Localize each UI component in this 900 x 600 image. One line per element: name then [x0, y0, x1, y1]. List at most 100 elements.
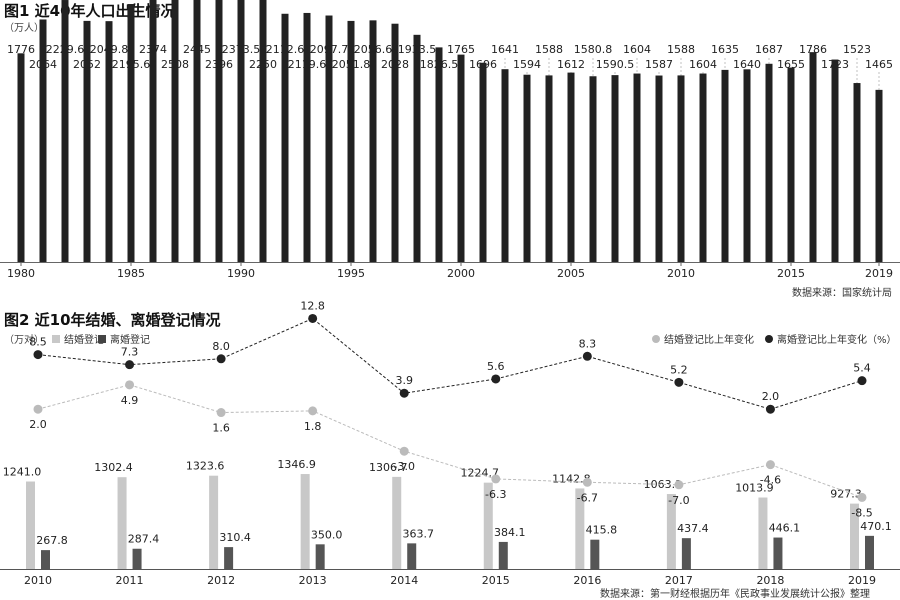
- bar-marriage: [26, 481, 35, 569]
- bar-births: [215, 0, 223, 262]
- bar-births: [567, 72, 575, 262]
- bar-births: [325, 15, 333, 263]
- bar-marriage: [117, 477, 127, 569]
- x-tick-label: 2005: [557, 267, 585, 280]
- bar-divorce-label: 384.1: [494, 526, 526, 539]
- divorce-change-point: [216, 354, 226, 364]
- bar-value-label: 1696: [469, 58, 497, 71]
- bar-births: [303, 12, 311, 262]
- category-label: 2013: [299, 574, 327, 587]
- marriage-change-point: [857, 492, 867, 502]
- bar-births: [831, 59, 839, 262]
- bar-births: [127, 4, 135, 263]
- divorce-change-label: 12.8: [300, 299, 325, 312]
- bar-births: [149, 0, 157, 263]
- legend-marriage-line: 结婚登记比上年变化: [652, 331, 754, 346]
- bar-value-label: 1786: [799, 43, 827, 56]
- bar-divorce: [132, 548, 142, 569]
- legend-marriage-bar: 结婚登记: [52, 331, 104, 346]
- divorce-change-point: [857, 376, 867, 386]
- bar-marriage-label: 1323.6: [186, 460, 225, 473]
- bar-marriage-label: 1306.7: [369, 461, 408, 474]
- category-label: 2011: [116, 574, 144, 587]
- bar-divorce: [224, 547, 234, 569]
- bar-marriage: [300, 474, 310, 569]
- bar-value-label: 1465: [865, 58, 893, 71]
- marriage-change-label: 4.9: [121, 394, 139, 407]
- bar-births: [611, 75, 619, 263]
- divorce-change-point: [491, 374, 501, 384]
- bar-divorce-label: 363.7: [402, 527, 434, 540]
- bar-marriage-label: 1302.4: [94, 461, 133, 474]
- chart2-source: 数据来源：第一财经根据历年《民政事业发展统计公报》整理: [600, 589, 870, 600]
- marriage-change-label: -6.7: [577, 491, 598, 504]
- bar-value-label: 1587: [645, 58, 673, 71]
- bar-divorce-label: 437.4: [677, 522, 709, 535]
- bar-value-label: 2396: [205, 58, 233, 71]
- legend-divorce-label: 离婚登记: [110, 335, 150, 346]
- bar-divorce: [498, 541, 508, 569]
- bar-births: [171, 0, 179, 263]
- bar-marriage-label: 1241.0: [3, 466, 42, 479]
- legend-divorce-line-label: 离婚登记比上年变化（%）: [777, 335, 897, 346]
- bar-divorce: [315, 544, 325, 569]
- marriage-change-label: 1.8: [304, 420, 322, 433]
- legend-marriage-swatch: [52, 334, 60, 343]
- divorce-change-label: 7.3: [121, 346, 139, 359]
- bar-births: [479, 62, 487, 262]
- divorce-change-point: [33, 350, 43, 360]
- bar-births: [369, 20, 377, 262]
- legend-marriage-line-swatch: [652, 334, 660, 343]
- marriage-change-label: -4.6: [760, 474, 781, 487]
- divorce-change-label: 3.9: [395, 374, 413, 387]
- chart2-unit: （万对）: [4, 335, 44, 346]
- bar-births: [105, 21, 113, 263]
- bar-value-label: 1826.5: [420, 58, 459, 71]
- marriage-change-line: [37, 384, 863, 498]
- bar-marriage-label: 927.3: [830, 488, 862, 501]
- bar-marriage: [758, 497, 768, 569]
- bar-divorce-label: 310.4: [219, 531, 251, 544]
- bar-value-label: 1604: [689, 58, 717, 71]
- bar-births: [61, 0, 69, 262]
- bar-value-label: 1776: [7, 43, 35, 56]
- bar-value-label: 2056.6: [354, 43, 393, 56]
- divorce-change-label: 8.3: [579, 337, 597, 350]
- bar-value-label: 1655: [777, 58, 805, 71]
- bar-value-label: 1765: [447, 43, 475, 56]
- chart1-unit: （万人）: [4, 23, 44, 34]
- bar-births: [677, 75, 685, 262]
- bar-births: [787, 67, 795, 262]
- divorce-change-point: [582, 351, 592, 361]
- bar-value-label: 1612: [557, 58, 585, 71]
- bar-value-label: 2229.6: [46, 43, 85, 56]
- bar-marriage: [850, 503, 859, 569]
- marriage-change-label: -6.3: [485, 488, 506, 501]
- bar-value-label: 2112.6: [266, 43, 305, 56]
- bar-divorce: [773, 537, 783, 569]
- bar-births: [853, 83, 861, 262]
- category-label: 2016: [573, 574, 601, 587]
- bar-value-label: 2028: [381, 58, 409, 71]
- bar-births: [193, 0, 201, 263]
- bar-marriage: [483, 482, 493, 569]
- bar-value-label: 1640: [733, 58, 761, 71]
- bar-value-label: 1933.5: [398, 43, 437, 56]
- bar-marriage: [209, 475, 219, 569]
- bar-births: [17, 53, 25, 262]
- category-label: 2017: [665, 574, 693, 587]
- legend-divorce-line-swatch: [765, 334, 773, 343]
- bar-value-label: 1594: [513, 58, 541, 71]
- bar-marriage: [666, 494, 676, 569]
- divorce-change-label: 5.6: [487, 360, 505, 373]
- bar-value-label: 1588: [667, 43, 695, 56]
- bar-births: [347, 20, 355, 263]
- divorce-change-point: [125, 360, 135, 370]
- bar-divorce: [407, 543, 417, 569]
- bar-value-label: 2064: [29, 58, 57, 71]
- bar-births: [633, 73, 641, 262]
- bar-value-label: 2119.6: [288, 58, 327, 71]
- bar-divorce: [865, 535, 874, 569]
- bar-divorce-label: 350.0: [311, 528, 343, 541]
